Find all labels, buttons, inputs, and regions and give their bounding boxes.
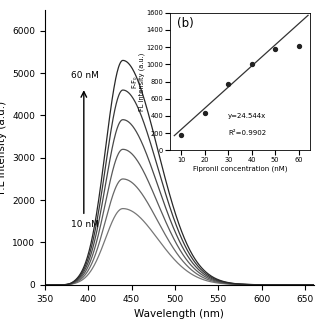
Point [226, 81, 231, 86]
X-axis label: Fipronil concentration (nM): Fipronil concentration (nM) [193, 165, 287, 172]
Y-axis label: F-F₀
FL intensity (a.u.): F-F₀ FL intensity (a.u.) [132, 52, 145, 111]
X-axis label: Wavelength (nm): Wavelength (nm) [134, 309, 224, 319]
Point [202, 110, 207, 115]
Text: 10 nM: 10 nM [71, 220, 99, 229]
Text: 60 nM: 60 nM [71, 71, 99, 80]
Point [179, 133, 184, 138]
Text: R²=0.9902: R²=0.9902 [228, 130, 266, 136]
Y-axis label: F.L intensity (a.u.): F.L intensity (a.u.) [0, 100, 6, 194]
Point [249, 62, 254, 67]
Text: (b): (b) [177, 17, 193, 30]
Text: y=24.544x: y=24.544x [228, 113, 267, 119]
Point [296, 44, 301, 49]
Point [273, 47, 278, 52]
